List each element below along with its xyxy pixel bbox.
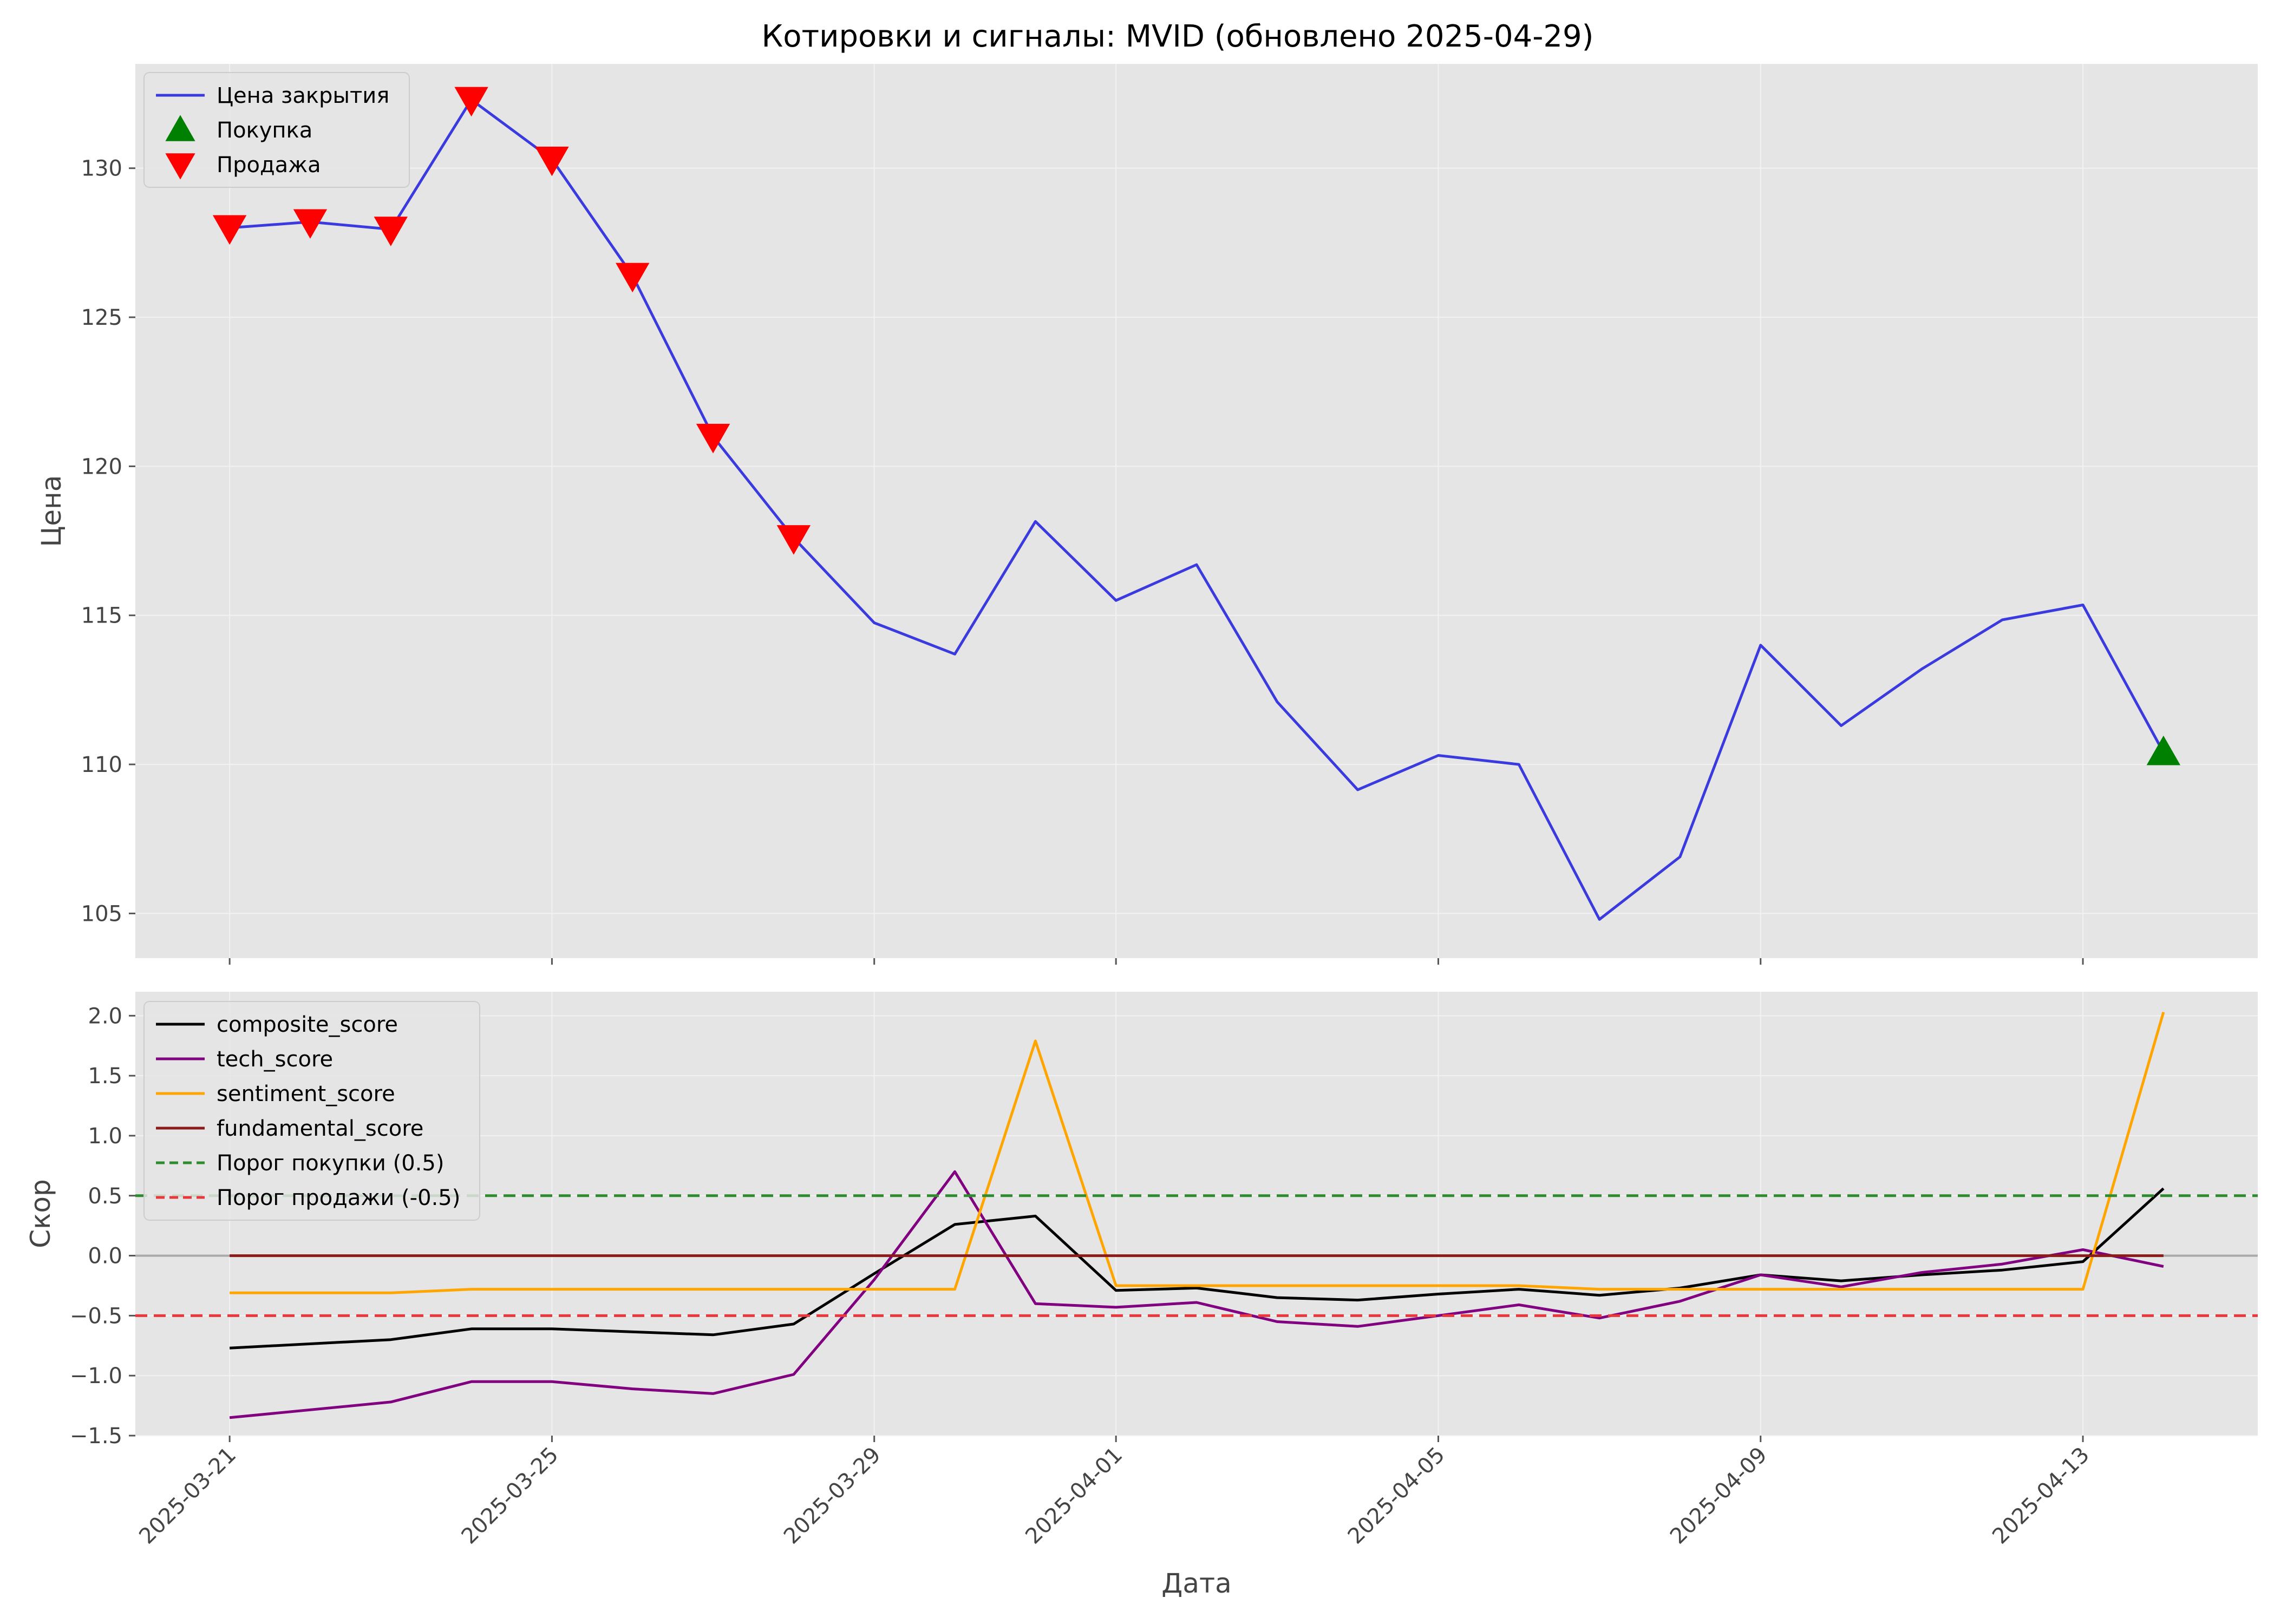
series-line-sentiment-score xyxy=(230,1012,2165,1294)
sell-marker xyxy=(776,525,811,555)
series-line-composite-score xyxy=(229,1187,2165,1350)
y-tick-label: 120 xyxy=(81,454,122,479)
score-y-label: Скор xyxy=(25,1179,56,1248)
y-tick-label: 1.0 xyxy=(88,1124,122,1149)
chart-title: Котировки и сигналы: MVID (обновлено 202… xyxy=(761,19,1593,54)
legend-label: Продажа xyxy=(217,153,321,178)
y-tick-label: 0.0 xyxy=(88,1244,122,1269)
y-tick-label: 1.5 xyxy=(88,1064,122,1089)
legend-label: Цена закрытия xyxy=(217,83,389,108)
price-x-ticks xyxy=(228,958,2084,965)
sell-marker xyxy=(696,423,730,454)
score-plot-area xyxy=(135,992,2258,1436)
sell-marker xyxy=(616,263,650,293)
sell-marker xyxy=(374,217,408,246)
price-grid xyxy=(135,64,2258,958)
y-tick-label: 130 xyxy=(81,156,122,181)
y-tick-label: −1.5 xyxy=(70,1424,122,1449)
price-y-axis: 105 110 115 120 125 130 xyxy=(81,156,135,926)
legend-label: tech_score xyxy=(217,1047,333,1072)
y-tick-label: −1.0 xyxy=(70,1364,122,1389)
sell-marker xyxy=(293,209,328,239)
legend-label: composite_score xyxy=(217,1012,398,1037)
score-legend: composite_score tech_score sentiment_score… xyxy=(143,1001,480,1221)
buy-marker xyxy=(2146,735,2181,765)
legend-box xyxy=(143,72,410,188)
sell-marker xyxy=(535,146,569,176)
y-tick-label: 0.5 xyxy=(88,1184,122,1209)
sell-marker xyxy=(454,87,488,117)
price-y-label: Цена xyxy=(36,475,67,547)
score-panel: −1.5−1.0−0.50.00.51.01.52.0 2025-03-21 20… xyxy=(25,992,2258,1599)
y-tick-label: 125 xyxy=(81,305,122,330)
series-line-tech-score xyxy=(229,1170,2164,1419)
x-axis-label: Дата xyxy=(1161,1568,1231,1599)
y-tick-label: 105 xyxy=(81,901,122,926)
score-y-axis: −1.5 −1.0 −0.5 0.0 0.5 1.0 1.5 2.0 xyxy=(70,1004,135,1449)
legend-label: Порог продажи (-0.5) xyxy=(217,1186,460,1210)
legend-box xyxy=(143,1001,480,1221)
y-tick-label: −0.5 xyxy=(70,1304,122,1328)
legend-swatch xyxy=(165,115,195,141)
legend-swatch xyxy=(165,153,195,180)
price-plot-area xyxy=(135,64,2258,958)
y-tick-label: 2.0 xyxy=(88,1004,122,1029)
legend-label: Порог покупки (0.5) xyxy=(217,1151,444,1176)
legend-label: Покупка xyxy=(217,118,312,143)
price-series xyxy=(212,87,2181,921)
price-panel: 105 110 115 120 125 130 Цена Цена закрытия Пок… xyxy=(36,64,2258,965)
price-legend: Цена закрытия Покупка Продажа xyxy=(143,72,410,188)
legend-label: fundamental_score xyxy=(217,1116,423,1141)
legend-label: sentiment_score xyxy=(217,1082,395,1106)
score-series xyxy=(135,1012,2258,1419)
y-tick-label: 115 xyxy=(81,604,122,628)
y-tick-label: 110 xyxy=(81,752,122,777)
sell-marker xyxy=(212,215,247,245)
